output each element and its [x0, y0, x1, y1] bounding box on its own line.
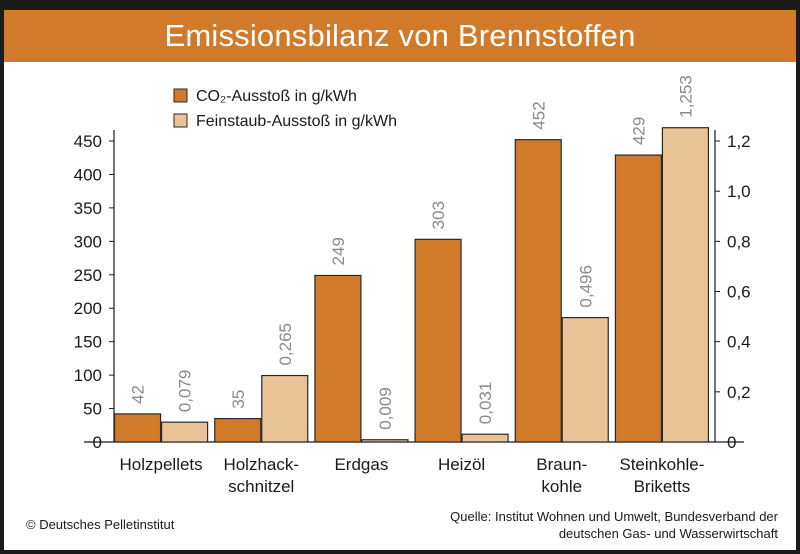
fine-dust-value-label: 0,031: [476, 382, 495, 425]
co2-bar: [414, 238, 462, 443]
fine-dust-bar: [160, 421, 209, 443]
left-tick-label: 150: [74, 333, 102, 352]
category-label: Heizöl: [438, 455, 485, 474]
co2-value-label: 42: [129, 385, 148, 404]
category-label: Holzhack-: [223, 455, 299, 474]
category-label: schnitzel: [228, 477, 294, 496]
co2-bar: [514, 139, 562, 443]
left-tick-label: 350: [74, 199, 102, 218]
category-label: Steinkohle-: [619, 455, 704, 474]
fine-dust-value-label: 0,496: [576, 265, 595, 308]
fine-dust-bar: [361, 439, 409, 443]
fine-dust-value-label: 1,253: [676, 75, 695, 118]
fine-dust-bar: [561, 316, 609, 443]
co2-value-label: 452: [529, 101, 548, 129]
left-tick-label: 250: [74, 266, 102, 285]
legend-label-fine-dust: Feinstaub-Ausstoß in g/kWh: [196, 113, 397, 130]
category-label: kohle: [541, 477, 582, 496]
emissions-bar-chart: 0 50 100 150 200 250 300 350 400 450 0 0,2 0,4 0,6 0,8…: [74, 75, 751, 496]
fine-dust-bar: [461, 433, 509, 443]
title-bar: Emissionsbilanz von Brennstoffen: [4, 10, 796, 62]
co2-value-label: 249: [329, 237, 348, 265]
right-tick-label: 0,2: [727, 383, 751, 402]
source-line-2: deutschen Gas- und Wasserwirtschaft: [558, 526, 778, 541]
fine-dust-bar: [261, 374, 309, 443]
chart-title: Emissionsbilanz von Brennstoffen: [164, 18, 636, 53]
category-label: Holzpellets: [120, 455, 203, 474]
source-line-1: Quelle: Institut Wohnen und Umwelt, Bund…: [450, 509, 778, 524]
left-tick-label: 50: [83, 400, 102, 419]
left-tick-label: 450: [74, 132, 102, 151]
co2-bar: [314, 274, 362, 443]
co2-bar: [113, 413, 162, 443]
copyright-note: © Deutsches Pelletinstitut: [26, 517, 175, 532]
fine-dust-value-label: 0,079: [176, 370, 195, 413]
legend-swatch-co2: [173, 88, 188, 103]
left-tick-label: 300: [74, 232, 102, 251]
co2-value-label: 429: [629, 117, 648, 145]
fine-dust-value-label: 0,009: [376, 387, 395, 430]
right-tick-label: 0,6: [727, 283, 751, 302]
legend-label-co2: CO₂-Ausstoß in g/kWh: [196, 88, 357, 105]
fine-dust-value-label: 0,265: [276, 323, 295, 366]
co2-value-label: 303: [429, 201, 448, 229]
right-tick-label: 0: [727, 433, 736, 452]
left-tick-label: 400: [74, 165, 102, 184]
right-tick-label: 0,8: [727, 232, 751, 251]
category-label: Briketts: [634, 477, 691, 496]
right-tick-label: 1,0: [727, 182, 751, 201]
left-tick-label: 100: [74, 366, 102, 385]
source-note: Quelle: Institut Wohnen und Umwelt, Bund…: [450, 508, 778, 542]
left-tick-label: 200: [74, 299, 102, 318]
co2-value-label: 35: [229, 390, 248, 409]
category-label: Erdgas: [334, 455, 388, 474]
category-label: Braun-: [536, 455, 587, 474]
co2-bar: [614, 154, 663, 443]
legend-swatch-fine-dust: [173, 113, 188, 128]
co2-bar: [214, 417, 262, 443]
right-tick-label: 0,4: [727, 333, 751, 352]
fine-dust-bar: [661, 127, 710, 443]
left-tick-label: 0: [93, 433, 102, 452]
right-tick-label: 1,2: [727, 132, 751, 151]
